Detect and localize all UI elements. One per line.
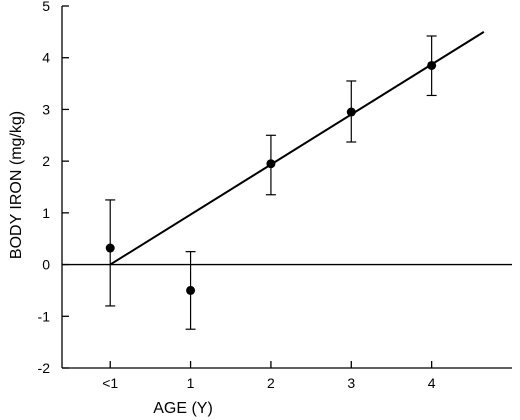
y-tick-label: 1 xyxy=(42,205,50,221)
y-tick-label: 0 xyxy=(42,257,50,273)
y-tick-label: 2 xyxy=(42,153,50,169)
data-point-group xyxy=(185,251,196,330)
data-point-group xyxy=(426,35,437,97)
data-point xyxy=(346,107,356,117)
y-ticks: -2 -1 0 1 2 3 4 5 xyxy=(38,0,69,376)
y-tick-label: 5 xyxy=(42,0,50,14)
y-axis-label: BODY IRON (mg/kg) xyxy=(8,111,25,259)
data-point-group xyxy=(105,199,116,307)
x-tick-label: <1 xyxy=(102,375,118,391)
x-tick-label: 4 xyxy=(428,375,436,391)
y-tick-label: 3 xyxy=(42,101,50,117)
plot-area: -2 -1 0 1 2 3 4 5 <1 1 2 3 4 xyxy=(38,0,512,391)
y-tick-label: -1 xyxy=(38,308,51,324)
x-axis-label: AGE (Y) xyxy=(153,400,213,417)
y-tick-label: -2 xyxy=(38,360,51,376)
regression-line xyxy=(109,31,485,266)
x-tick-label: 3 xyxy=(347,375,355,391)
data-point xyxy=(427,60,437,70)
x-tick-label: 1 xyxy=(187,375,195,391)
data-point xyxy=(186,285,196,295)
data-points xyxy=(105,35,437,330)
data-point-group xyxy=(265,134,276,196)
x-tick-label: 2 xyxy=(267,375,275,391)
x-ticks: <1 1 2 3 4 xyxy=(102,361,436,391)
data-point-group xyxy=(346,80,357,143)
data-point xyxy=(266,159,276,169)
y-tick-label: 4 xyxy=(42,50,50,66)
data-point xyxy=(105,243,115,253)
